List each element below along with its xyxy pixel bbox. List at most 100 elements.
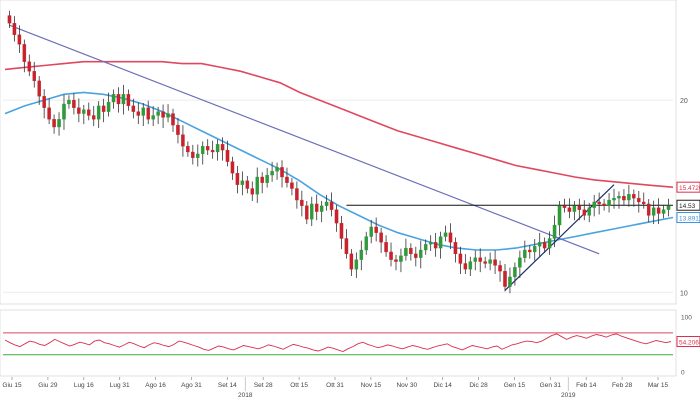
candle xyxy=(443,225,448,242)
candle xyxy=(597,192,601,215)
candle xyxy=(577,198,582,221)
rsi-tick-label: 100 xyxy=(681,314,692,321)
price-panel: 10 20 15.4720 14.53 13.8911 xyxy=(0,0,700,305)
candle-body-up xyxy=(265,174,269,183)
x-tick-label: Nov 15 xyxy=(361,382,382,389)
candle-body-down xyxy=(498,265,502,272)
x-tick-label: Lug 16 xyxy=(74,382,94,389)
candle xyxy=(528,245,532,259)
candle xyxy=(314,194,319,221)
candle xyxy=(161,104,165,128)
x-tick-label: Dic 14 xyxy=(433,382,452,389)
candle-body-up xyxy=(592,201,596,208)
candle xyxy=(627,184,631,207)
candle-body-down xyxy=(17,34,22,45)
candle xyxy=(240,171,245,196)
ma-long-line xyxy=(4,60,674,188)
candle xyxy=(498,260,502,282)
candle xyxy=(121,84,126,115)
candle-body-up xyxy=(617,196,621,199)
candle-body-up xyxy=(141,107,146,116)
candle-body-down xyxy=(116,94,121,105)
candle xyxy=(225,140,230,167)
candle-body-down xyxy=(161,111,165,118)
candle-body-down xyxy=(290,182,294,189)
candle xyxy=(200,141,205,165)
candle-body-up xyxy=(82,109,86,114)
candle-body-up xyxy=(240,180,245,185)
candle xyxy=(399,248,403,273)
candle-body-down xyxy=(602,203,606,206)
candle xyxy=(582,200,587,221)
candle-body-up xyxy=(547,238,552,249)
candle-body-down xyxy=(146,107,150,120)
candle xyxy=(567,198,572,219)
candle xyxy=(651,200,656,225)
candle-body-up xyxy=(661,209,666,214)
x-tick-label: Feb 14 xyxy=(576,382,597,389)
candle-body-up xyxy=(666,205,671,210)
candle-body-up xyxy=(369,226,373,237)
candle xyxy=(557,201,562,236)
candle xyxy=(552,215,557,248)
candle xyxy=(468,256,473,276)
x-axis: Giu 15 Giu 29 Lug 16 Lug 31 Ago 16 Ago 31 Set … xyxy=(2,377,668,399)
candle-body-up xyxy=(319,205,324,212)
candle-body-up xyxy=(399,255,403,262)
candle xyxy=(572,201,577,221)
candle xyxy=(166,104,170,123)
candle-body-up xyxy=(364,236,369,251)
candle xyxy=(319,201,324,223)
year-label: 2018 xyxy=(238,392,253,399)
candle xyxy=(329,192,334,217)
candle xyxy=(42,89,46,119)
candle xyxy=(508,267,512,294)
candle-body-down xyxy=(349,253,354,270)
candle-body-down xyxy=(230,161,235,174)
candlesticks xyxy=(7,10,671,294)
candle-body-up xyxy=(67,99,71,105)
candle xyxy=(537,232,542,257)
candle xyxy=(260,172,264,194)
candle-body-up xyxy=(354,259,359,270)
candle xyxy=(305,201,309,225)
candle xyxy=(7,10,12,29)
price-tick-label: 20 xyxy=(680,98,688,105)
candle xyxy=(101,98,106,123)
candle xyxy=(87,102,91,121)
candle-body-down xyxy=(562,205,567,208)
candle-body-down xyxy=(314,203,319,212)
candle-body-down xyxy=(101,105,106,112)
candle-body-down xyxy=(637,197,641,203)
candle-body-down xyxy=(597,201,601,205)
candle xyxy=(47,98,51,125)
candle-body-down xyxy=(379,232,383,243)
candle xyxy=(448,223,453,250)
candle xyxy=(622,189,626,205)
candle-body-up xyxy=(468,261,473,270)
candle-body-up xyxy=(572,205,577,212)
candle xyxy=(91,106,96,127)
candle xyxy=(220,137,225,161)
candle-body-up xyxy=(62,103,66,120)
candle-body-down xyxy=(295,188,299,201)
candle xyxy=(379,227,383,253)
candle-body-down xyxy=(126,94,131,107)
candle xyxy=(438,231,443,259)
candle-body-down xyxy=(42,96,46,108)
candle-body-up xyxy=(552,224,557,239)
rsi-panel-border xyxy=(0,309,677,377)
candle-body-up xyxy=(270,171,274,176)
candle xyxy=(359,240,364,271)
candle xyxy=(186,141,190,157)
candle xyxy=(637,191,641,213)
candle-body-down xyxy=(250,188,255,195)
candle xyxy=(126,89,131,111)
candle-body-down xyxy=(394,259,398,262)
candle xyxy=(463,254,468,275)
candle xyxy=(389,242,393,267)
price-badge-box xyxy=(676,181,700,193)
candle-body-down xyxy=(344,238,349,255)
candle-body-down xyxy=(329,201,334,210)
